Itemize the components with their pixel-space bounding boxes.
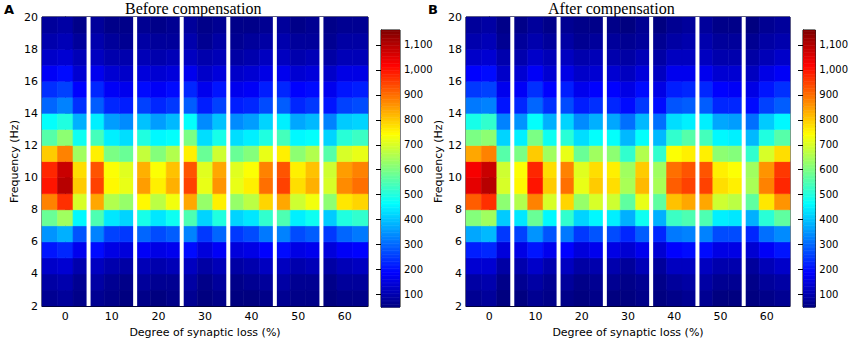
svg-text:700: 700	[404, 139, 423, 150]
svg-text:2: 2	[455, 300, 462, 313]
svg-text:10: 10	[528, 310, 542, 323]
svg-text:B: B	[428, 2, 438, 17]
svg-text:10: 10	[105, 310, 119, 323]
svg-text:4: 4	[455, 267, 462, 280]
svg-text:16: 16	[24, 75, 38, 88]
svg-text:600: 600	[404, 164, 423, 175]
svg-text:12: 12	[448, 139, 462, 152]
svg-text:Before compensation: Before compensation	[125, 0, 261, 18]
svg-text:2: 2	[31, 300, 38, 313]
svg-text:6: 6	[31, 235, 38, 248]
svg-text:4: 4	[31, 267, 38, 280]
svg-text:Degree of synaptic loss (%): Degree of synaptic loss (%)	[552, 326, 703, 339]
svg-text:500: 500	[819, 189, 838, 200]
svg-text:50: 50	[291, 310, 305, 323]
svg-text:500: 500	[404, 189, 423, 200]
svg-text:800: 800	[819, 114, 838, 125]
svg-text:10: 10	[24, 171, 38, 184]
svg-text:12: 12	[24, 139, 38, 152]
svg-text:Frequency (Hz): Frequency (Hz)	[432, 120, 445, 203]
svg-text:14: 14	[24, 107, 38, 120]
svg-text:1,000: 1,000	[404, 64, 433, 75]
svg-text:0: 0	[486, 310, 493, 323]
svg-text:20: 20	[448, 11, 462, 24]
svg-text:800: 800	[404, 114, 423, 125]
svg-text:1,100: 1,100	[404, 39, 433, 50]
svg-text:Frequency (Hz): Frequency (Hz)	[8, 120, 21, 203]
svg-text:A: A	[4, 2, 14, 17]
svg-text:60: 60	[760, 310, 774, 323]
svg-text:1,000: 1,000	[819, 64, 848, 75]
svg-text:0: 0	[62, 310, 69, 323]
svg-text:600: 600	[819, 164, 838, 175]
svg-text:Degree of synaptic loss (%): Degree of synaptic loss (%)	[129, 326, 280, 339]
svg-text:16: 16	[448, 75, 462, 88]
svg-text:30: 30	[621, 310, 635, 323]
svg-text:6: 6	[455, 235, 462, 248]
svg-text:300: 300	[404, 239, 423, 250]
svg-text:8: 8	[31, 203, 38, 216]
svg-text:50: 50	[714, 310, 728, 323]
svg-text:900: 900	[404, 89, 423, 100]
svg-text:After compensation: After compensation	[548, 0, 675, 18]
svg-text:20: 20	[24, 11, 38, 24]
svg-text:900: 900	[819, 89, 838, 100]
svg-text:18: 18	[24, 43, 38, 56]
svg-text:60: 60	[338, 310, 352, 323]
svg-text:700: 700	[819, 139, 838, 150]
svg-text:20: 20	[575, 310, 589, 323]
svg-text:100: 100	[404, 289, 423, 300]
svg-text:100: 100	[819, 289, 838, 300]
svg-text:40: 40	[667, 310, 681, 323]
svg-text:10: 10	[448, 171, 462, 184]
svg-text:14: 14	[448, 107, 462, 120]
svg-text:20: 20	[151, 310, 165, 323]
svg-text:400: 400	[404, 214, 423, 225]
svg-text:200: 200	[819, 264, 838, 275]
svg-text:300: 300	[819, 239, 838, 250]
svg-text:200: 200	[404, 264, 423, 275]
svg-text:40: 40	[245, 310, 259, 323]
svg-text:30: 30	[198, 310, 212, 323]
svg-text:1,100: 1,100	[819, 39, 848, 50]
svg-text:18: 18	[448, 43, 462, 56]
svg-text:400: 400	[819, 214, 838, 225]
svg-text:8: 8	[455, 203, 462, 216]
